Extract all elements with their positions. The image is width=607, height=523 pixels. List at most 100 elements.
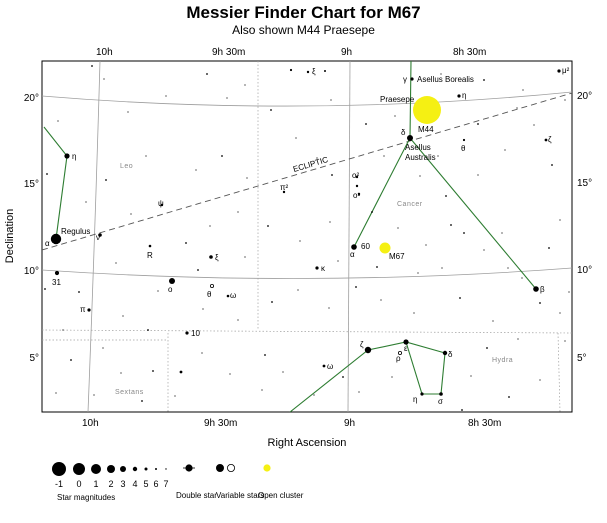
star-label: α xyxy=(350,250,355,259)
faint-star xyxy=(441,267,443,269)
magnitude-label: 4 xyxy=(132,479,137,489)
faint-star xyxy=(559,219,561,221)
legend-double-star: Double star xyxy=(176,491,217,500)
star xyxy=(209,283,214,288)
star xyxy=(462,138,466,142)
magnitude-label: 2 xyxy=(108,479,113,489)
star-label: β xyxy=(540,285,545,294)
faint-star xyxy=(122,315,124,317)
star-label: ν xyxy=(96,233,100,242)
faint-star xyxy=(316,157,318,159)
star xyxy=(148,244,152,248)
star-label: R xyxy=(147,251,153,260)
star-label: γ xyxy=(403,75,407,84)
star xyxy=(324,70,326,72)
magnitude-labels: -1 0 1 2 3 4 5 6 7 xyxy=(55,479,169,489)
star xyxy=(544,138,548,142)
legend: -1 0 1 2 3 4 5 6 7 Star magnitudes Double star V… xyxy=(52,462,304,502)
faint-star xyxy=(105,179,107,181)
faint-star xyxy=(459,297,461,299)
magnitude-dot xyxy=(144,467,148,471)
ra-grid-line xyxy=(594,61,604,412)
x-ticks-top: 10h 9h 30m 9h 8h 30m xyxy=(96,47,486,58)
faint-star xyxy=(147,329,149,331)
star-label: δ xyxy=(401,128,406,137)
ra-grid-line xyxy=(87,61,101,412)
faint-star xyxy=(450,224,452,226)
star-label: π xyxy=(80,305,86,314)
star-label: σ xyxy=(438,397,443,406)
faint-star xyxy=(62,329,64,331)
faint-star xyxy=(271,301,273,303)
magnitude-label: 0 xyxy=(76,479,81,489)
faint-star xyxy=(209,225,211,227)
faint-star xyxy=(521,277,523,279)
faint-star xyxy=(477,174,479,176)
magnitude-dot xyxy=(165,468,167,470)
faint-star xyxy=(564,340,566,342)
faint-star xyxy=(548,247,550,249)
x-tick-label: 8h 30m xyxy=(468,418,501,429)
faint-star xyxy=(244,84,246,86)
faint-star xyxy=(391,376,393,378)
star xyxy=(403,339,409,345)
m67-cluster-marker xyxy=(379,242,391,254)
star-label: ο¹ xyxy=(353,191,360,200)
faint-star xyxy=(539,302,541,304)
star xyxy=(357,192,361,196)
ecliptic-line xyxy=(42,92,572,251)
faint-star xyxy=(483,79,485,81)
faint-star xyxy=(437,155,439,157)
m44-cluster-marker xyxy=(413,96,441,124)
magnitude-dot xyxy=(73,463,85,475)
star-label: η xyxy=(72,152,76,161)
faint-star xyxy=(127,111,129,113)
star-label: ω xyxy=(230,291,236,300)
y-tick-label: 20° xyxy=(24,93,39,104)
faint-star xyxy=(507,267,509,269)
faint-star xyxy=(329,221,331,223)
faint-star xyxy=(85,201,87,203)
faint-star xyxy=(246,177,248,179)
faint-star xyxy=(185,242,187,244)
faint-star xyxy=(282,371,284,373)
faint-star xyxy=(358,391,360,393)
star-label: μ² xyxy=(562,66,570,75)
magnitude-label: 7 xyxy=(163,479,168,489)
magnitude-dots xyxy=(52,462,167,476)
faint-star xyxy=(55,392,57,394)
faint-star xyxy=(383,155,385,157)
y-tick-label: 10° xyxy=(577,265,592,276)
star-label: 31 xyxy=(52,278,61,287)
faint-star xyxy=(313,394,315,396)
boundary-line xyxy=(42,329,572,334)
faint-star xyxy=(102,347,104,349)
magnitude-dot xyxy=(155,468,157,470)
faint-star xyxy=(57,120,59,122)
faint-star xyxy=(397,227,399,229)
faint-star xyxy=(380,299,382,301)
x-tick-label: 9h xyxy=(344,418,355,429)
constellation-name: Hydra xyxy=(492,357,513,364)
y-tick-label: 15° xyxy=(577,178,592,189)
faint-star xyxy=(394,115,396,117)
faint-star xyxy=(93,394,95,396)
faint-star xyxy=(564,99,566,101)
star xyxy=(442,350,448,356)
faint-star xyxy=(115,262,117,264)
star-labels: Regulus α η ν 31 π R ξ ο ψ π² θ ω 10 κ ω ξ α 60 ο² ο¹ γ Asellu… xyxy=(45,66,570,406)
star xyxy=(54,270,60,276)
faint-star xyxy=(440,73,442,75)
magnitude-dot xyxy=(91,464,101,474)
legend-magnitudes-title: Star magnitudes xyxy=(57,493,115,502)
legend-variable-stars: Variable stars xyxy=(216,491,264,500)
faint-star xyxy=(445,195,447,197)
faint-star xyxy=(470,375,472,377)
faint-star xyxy=(295,137,297,139)
star-label: ψ xyxy=(158,199,164,208)
faint-star xyxy=(91,65,93,67)
dec-grid-line xyxy=(42,91,572,107)
magnitude-label: 1 xyxy=(93,479,98,489)
star xyxy=(410,77,414,81)
